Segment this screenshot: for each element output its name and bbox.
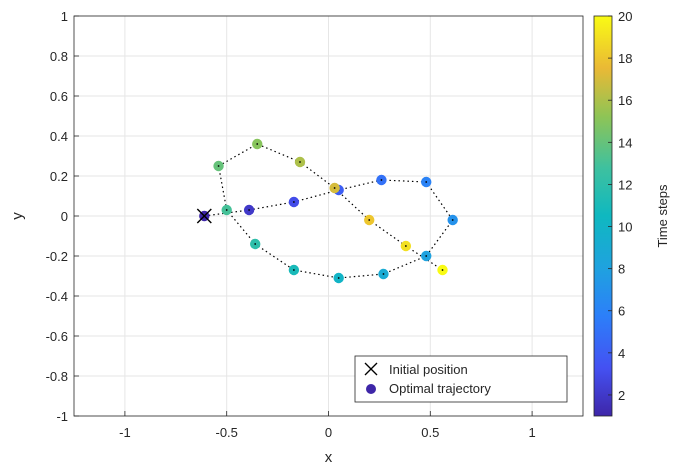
colorbar-tick-label: 20: [618, 9, 632, 24]
x-tick-label: 0: [325, 425, 332, 440]
legend-entry-initial-position: Initial position: [389, 362, 468, 377]
initial-position-x-stroke: [196, 208, 212, 224]
y-tick-label: -0.4: [46, 289, 68, 304]
y-tick-label: 0.4: [50, 129, 68, 144]
colorbar-tick-label: 12: [618, 177, 632, 192]
x-tick-label: -0.5: [215, 425, 237, 440]
colorbar-tick-label: 6: [618, 304, 625, 319]
y-axis-label: y: [9, 212, 26, 220]
trajectory-point-center: [404, 245, 407, 247]
trajectory-point-center: [254, 243, 257, 245]
colorbar-tick-label: 16: [618, 93, 632, 108]
colorbar-tick-label: 18: [618, 51, 632, 66]
x-axis-label: x: [325, 449, 333, 466]
x-tick-labels: -1 -0.5 0 0.5 1: [119, 411, 536, 440]
legend-box: [354, 355, 568, 403]
trajectory-point-center: [425, 255, 428, 257]
y-tick-label: 0.8: [50, 49, 68, 64]
colorbar-ticks: 2 4 6 8 10 12 14 16 18 20: [608, 9, 632, 403]
x-tick-label: 1: [528, 425, 535, 440]
colorbar-tick-label: 14: [618, 135, 632, 150]
legend-entry-optimal-trajectory: Optimal trajectory: [389, 381, 491, 396]
trajectory-point-center: [382, 273, 385, 275]
legend: Initial position Optimal trajectory: [354, 355, 568, 403]
trajectory-point-center: [225, 209, 228, 211]
colorbar-tick-label: 4: [618, 346, 625, 361]
colorbar-tick-label: 2: [618, 388, 625, 403]
y-tick-label: -0.2: [46, 249, 68, 264]
trajectory-points: [199, 138, 458, 284]
y-tick-label: 1: [61, 9, 68, 24]
trajectory-point-center: [248, 209, 250, 211]
trajectory-point-center: [425, 181, 428, 183]
colorbar-label: Time steps: [655, 184, 670, 248]
trajectory-point-center: [299, 161, 301, 163]
y-tick-label: -1: [56, 409, 68, 424]
trajectory-line: [204, 143, 454, 279]
trajectory-point-center: [368, 219, 371, 221]
y-tick-labels: -1 -0.8 -0.6 -0.4 -0.2 0 0.2 0.4 0.6 0.8 1: [46, 9, 79, 424]
trajectory-point-center: [441, 269, 444, 271]
trajectory-point-center: [333, 187, 336, 189]
trajectory-point-center: [292, 201, 295, 203]
trajectory-point-center: [451, 219, 454, 221]
trajectory-point-center: [337, 277, 340, 279]
y-tick-label: -0.8: [46, 369, 68, 384]
y-tick-label: 0.2: [50, 169, 68, 184]
legend-circle-icon: [366, 384, 376, 394]
colorbar: [593, 15, 613, 417]
legend-x-icon: [364, 362, 378, 376]
trajectory-point-center: [292, 269, 295, 271]
grid-lines: [74, 15, 583, 417]
trajectory-path: [204, 143, 454, 279]
y-tick-label: 0: [61, 209, 68, 224]
y-tick-label: 0.6: [50, 89, 68, 104]
x-tick-label: 0.5: [421, 425, 439, 440]
initial-position-marker: [196, 208, 212, 224]
trajectory-point-center: [256, 143, 259, 145]
y-tick-label: -0.6: [46, 329, 68, 344]
trajectory-point-center: [217, 165, 220, 167]
colorbar-tick-label: 8: [618, 262, 625, 277]
colorbar-tick-label: 10: [618, 220, 632, 235]
trajectory-point-center: [380, 179, 383, 181]
x-tick-label: -1: [119, 425, 131, 440]
